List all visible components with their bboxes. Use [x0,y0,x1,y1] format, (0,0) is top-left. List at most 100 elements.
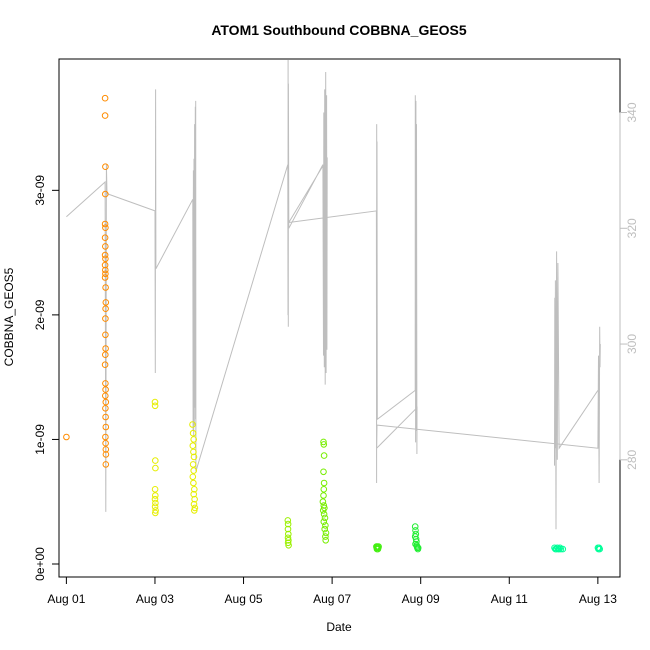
data-point [321,525,329,533]
data-point [101,234,109,241]
y-tick-label: 0e+00 [33,547,47,581]
data-point [284,520,292,528]
data-point [102,413,109,421]
data-point [285,537,292,544]
data-point [101,274,109,281]
data-point [102,398,110,406]
data-point [102,224,109,231]
data-point [412,530,420,538]
data-point [319,498,327,506]
secondary-line-2 [554,251,599,530]
data-point [375,543,382,550]
data-point [319,507,327,514]
data-point [101,94,109,102]
data-point [322,522,329,529]
data-point [152,457,159,464]
data-point [102,386,109,393]
data-point [553,545,560,553]
data-point [189,473,197,481]
data-point [190,436,197,443]
data-point [285,530,292,538]
x-tick-label: Aug 13 [579,592,617,606]
x-tick-label: Aug 11 [491,592,528,606]
data-point [151,486,159,493]
data-point [320,486,328,493]
data-point [152,492,159,499]
data-point [102,190,109,198]
data-point [557,545,565,553]
data-point [284,534,292,542]
data-point [102,243,109,250]
data-point [284,525,292,533]
data-point [151,398,159,406]
data-point [414,544,422,552]
data-point [190,500,198,508]
data-point [320,492,327,499]
y-tick-label: 2e-09 [33,299,47,330]
data-point [101,361,109,369]
data-point [102,299,110,306]
data-point [284,539,292,547]
data-point [152,499,159,507]
data-point [191,495,198,503]
data-point [102,351,109,359]
data-point [191,507,198,514]
data-point [63,433,70,441]
data-point [102,423,110,431]
data-point [320,452,328,459]
data-point [102,284,109,291]
data-point [322,533,329,540]
x-tick-label: Aug 03 [136,592,174,606]
data-point [189,461,197,468]
data-point [102,392,109,400]
data-point [596,545,604,553]
data-point [412,535,420,543]
data-point [190,479,197,487]
data-point [190,467,197,474]
data-point [555,545,563,553]
data-point [284,517,292,524]
data-point [151,503,159,511]
data-point [101,220,109,228]
data-point [152,507,159,514]
data-point [320,479,328,487]
x-tick-label: Aug 01 [47,592,85,606]
x-tick-label: Aug 07 [313,592,351,606]
data-point [322,529,330,537]
data-point [102,380,109,387]
data-point [102,345,109,352]
data-point [320,518,328,526]
data-point [412,527,419,534]
data-point [189,429,197,437]
data-point [102,315,109,322]
data-point [101,261,109,269]
data-point [102,446,110,453]
chart-title: ATOM1 Southbound COBBNA_GEOS5 [211,22,467,38]
data-point [189,421,196,428]
x-axis-label: Date [326,620,352,634]
data-point [151,402,159,410]
y-axis-label: COBBNA_GEOS5 [2,267,16,366]
axes-layer: Aug 01 Aug 03 Aug 05 Aug 07 Aug 09 Aug 11 Aug … [33,102,639,606]
data-point [320,510,328,518]
data-point [559,545,567,553]
data-point [102,270,109,278]
data-point [320,438,327,446]
data-point [321,514,329,522]
data-point [102,433,109,441]
plot-frame [58,58,621,578]
secondary-line-layer [66,59,601,530]
data-point [411,523,419,530]
data-point [191,504,199,512]
data-point [151,495,159,503]
y-tick-label: 1e-09 [33,424,47,455]
data-point [190,453,198,461]
data-point [322,537,330,544]
data-point [152,464,159,472]
data-point [102,405,109,412]
y2-tick-label: 280 [625,449,639,469]
data-point [102,331,109,339]
data-point [320,441,328,448]
y2-tick-label: 320 [625,218,639,238]
